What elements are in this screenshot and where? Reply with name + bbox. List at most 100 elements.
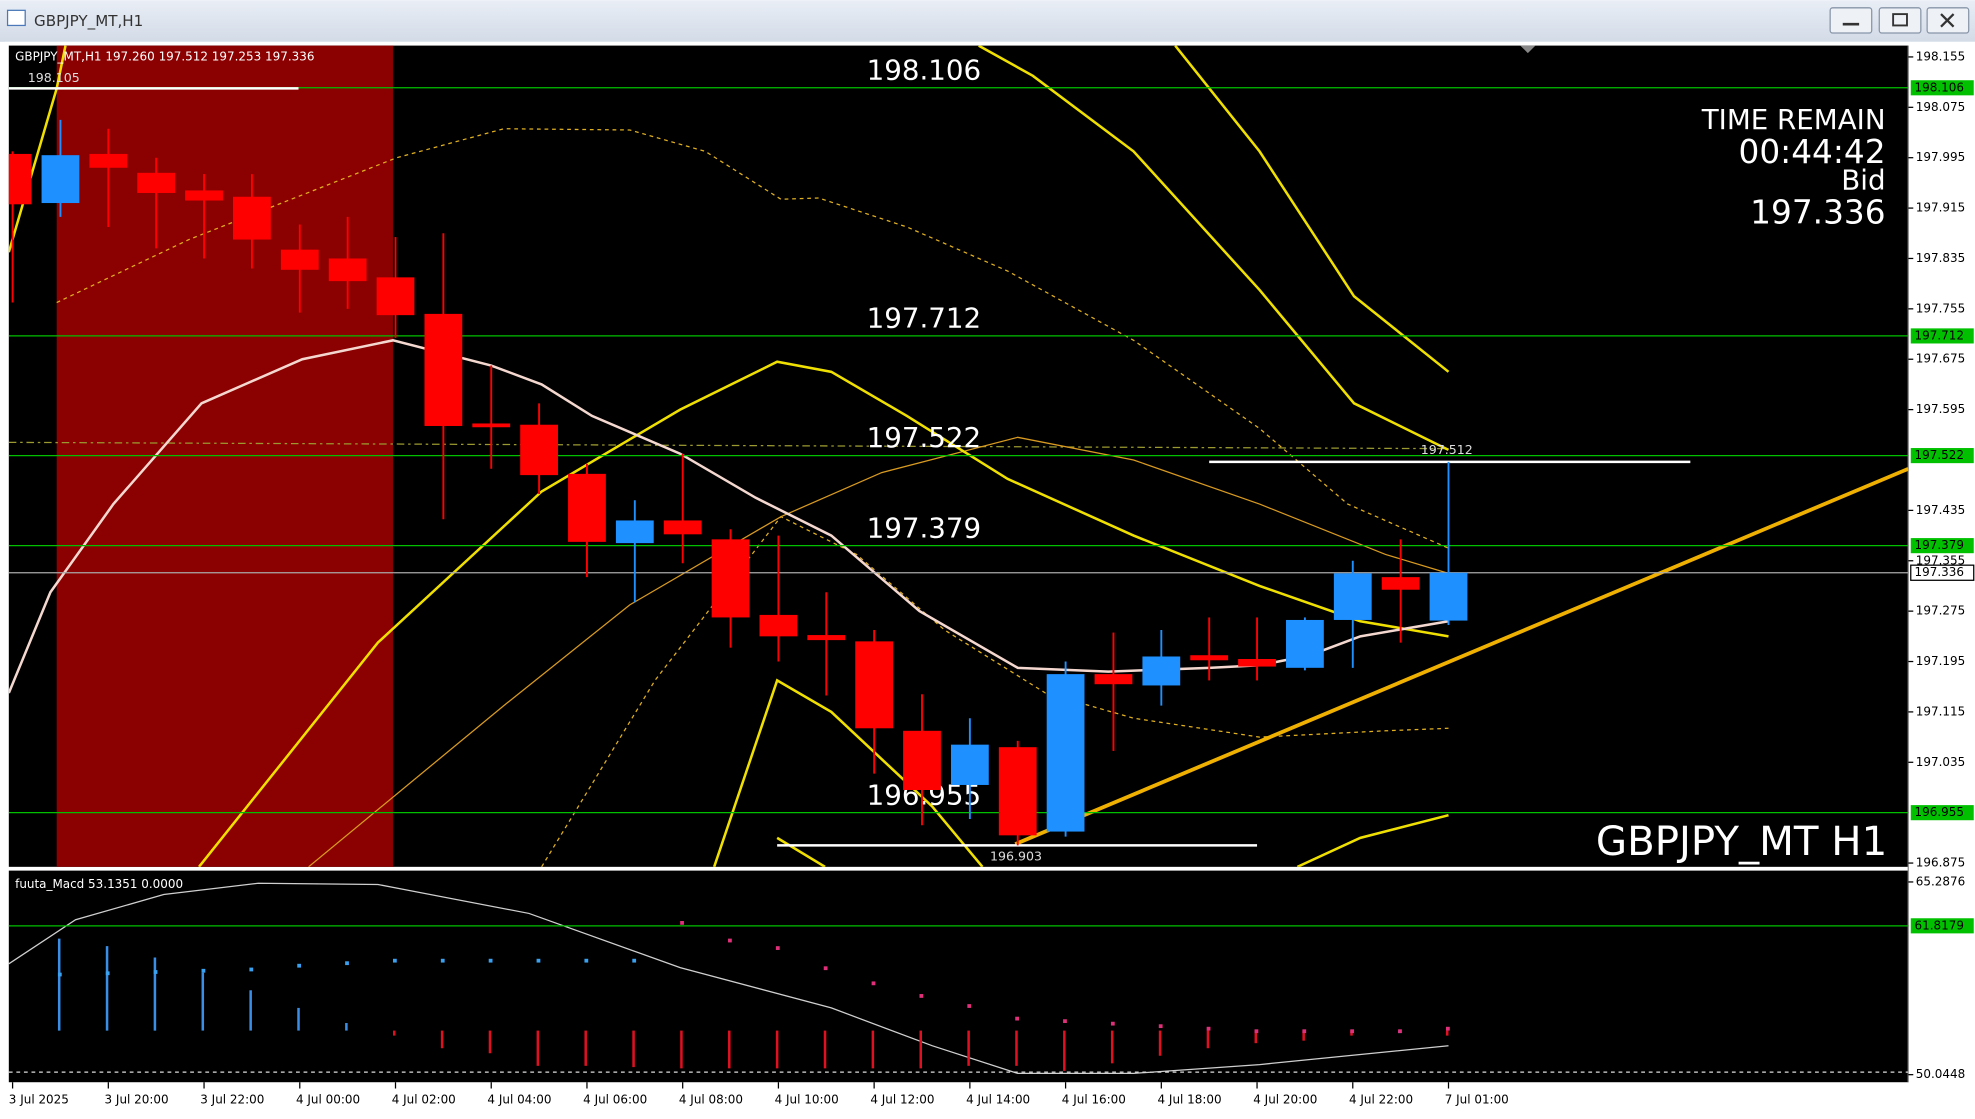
- x-tick-label: 3 Jul 20:00: [105, 1092, 169, 1106]
- y-tick-label: 197.275: [1916, 604, 1965, 618]
- x-tick-label: 4 Jul 04:00: [487, 1092, 551, 1106]
- level-tag-label: 198.106: [1915, 80, 1964, 94]
- candle-body: [328, 258, 367, 282]
- hist-dot: [440, 958, 445, 963]
- minimize-button[interactable]: [1829, 7, 1873, 34]
- yellow-lower-1: [712, 678, 984, 867]
- hist-dot: [1350, 1029, 1355, 1034]
- x-tick-label: 4 Jul 22:00: [1349, 1092, 1413, 1106]
- current-price-label: 197.336: [1915, 565, 1964, 579]
- sub-level-label: 61.8179: [1915, 918, 1964, 932]
- level-label: 198.106: [867, 53, 982, 86]
- x-tick-label: 4 Jul 14:00: [966, 1092, 1030, 1106]
- hist-dot: [823, 966, 828, 971]
- candle-body: [1429, 572, 1468, 621]
- y-tick-label: 197.835: [1916, 251, 1965, 265]
- y-tick-label: 198.155: [1916, 49, 1965, 63]
- level-tag-label: 197.712: [1915, 328, 1964, 342]
- yellow-lower-2: [776, 836, 826, 867]
- level-label: 197.712: [867, 302, 982, 335]
- level-tag: [1910, 80, 1974, 96]
- x-tick-label: 4 Jul 02:00: [392, 1092, 456, 1106]
- level-tag: [1910, 805, 1974, 821]
- hist-dot: [536, 958, 541, 963]
- candle-body: [472, 423, 511, 428]
- candle-body: [759, 614, 798, 637]
- time-axis: 3 Jul 2025 3 Jul 20:00 3 Jul 22:00 4 Jul 00…: [9, 1082, 1509, 1106]
- window-buttons[interactable]: [1829, 7, 1970, 34]
- macd-signal: [8, 882, 1449, 1075]
- x-tick-label: 4 Jul 08:00: [679, 1092, 743, 1106]
- hist-dot: [584, 958, 589, 963]
- x-tick-label: 3 Jul 22:00: [200, 1092, 264, 1106]
- level-tag-label: 196.955: [1915, 805, 1964, 819]
- hist-dot: [297, 963, 302, 968]
- hist-dot: [1445, 1026, 1450, 1031]
- band-dashed-upper: [56, 128, 1449, 549]
- hist-dot: [871, 981, 876, 986]
- hist-dot: [1158, 1024, 1163, 1029]
- candle-body: [1094, 674, 1133, 685]
- candle-body: [568, 473, 606, 542]
- sub-y-tick-label: 50.0448: [1916, 1067, 1965, 1081]
- x-tick-label: 4 Jul 10:00: [775, 1092, 839, 1106]
- candle-body: [615, 520, 654, 544]
- candle-body: [1333, 573, 1372, 620]
- candle-body: [1286, 619, 1324, 668]
- y-tick-label: 197.195: [1916, 654, 1965, 668]
- price-mark-label: 197.512: [1421, 442, 1473, 457]
- x-tick-label: 4 Jul 16:00: [1062, 1092, 1126, 1106]
- sub-y-tick-label: 65.2876: [1916, 874, 1965, 888]
- hist-dot: [153, 970, 158, 974]
- candle-body: [711, 539, 750, 618]
- window-icon: [6, 9, 26, 27]
- yellow-upper-2: [1174, 45, 1450, 373]
- hist-dot: [488, 958, 493, 963]
- level-tag: [1910, 538, 1974, 554]
- candle-body: [903, 730, 941, 791]
- sub-level-tag: [1910, 918, 1974, 934]
- y-tick-label: 197.435: [1916, 503, 1965, 517]
- y-tick-label: 197.995: [1916, 150, 1965, 164]
- price-mark-label: 196.903: [990, 848, 1042, 863]
- candle-body: [1238, 659, 1276, 667]
- candle-body: [520, 424, 558, 476]
- level-label: 197.379: [867, 511, 982, 544]
- candle-body: [376, 277, 415, 316]
- hist-dot: [967, 1004, 972, 1008]
- hist-dot: [680, 920, 684, 925]
- trend-line: [1014, 467, 1909, 846]
- candle-body: [807, 635, 846, 641]
- maximize-button[interactable]: [1878, 7, 1922, 34]
- y-tick-label: 198.075: [1916, 100, 1965, 114]
- yellow-upper-1: [978, 45, 1450, 452]
- candle-body: [1046, 674, 1085, 832]
- candle-body: [950, 744, 989, 785]
- macd-label: fuuta_Macd 53.1351 0.0000: [15, 877, 183, 891]
- yellow-middle: [198, 360, 1449, 867]
- y-tick-label: 197.675: [1916, 352, 1965, 366]
- y-tick-label: 197.755: [1916, 301, 1965, 315]
- bid-label: Bid: [1841, 164, 1885, 197]
- candle-body: [185, 190, 223, 201]
- hist-dot: [1015, 1016, 1019, 1021]
- y-tick-label: 197.035: [1916, 755, 1965, 769]
- chart-info: GBPJPY_MT,H1 197.260 197.512 197.253 197…: [15, 49, 314, 63]
- hist-dot: [632, 958, 637, 963]
- hist-dot: [1110, 1021, 1115, 1026]
- hist-dot: [919, 994, 924, 998]
- candle-body: [855, 641, 894, 729]
- x-tick-label: 4 Jul 18:00: [1158, 1092, 1222, 1106]
- hist-dot: [1254, 1029, 1259, 1034]
- bid-value: 197.336: [1750, 193, 1885, 231]
- hist-dot: [57, 972, 62, 977]
- x-tick-label: 7 Jul 01:00: [1445, 1092, 1509, 1106]
- x-tick-label: 4 Jul 00:00: [296, 1092, 360, 1106]
- hist-dot: [1398, 1029, 1402, 1034]
- candle-body: [663, 520, 702, 535]
- y-tick-label: 197.915: [1916, 201, 1965, 215]
- level-tag: [1910, 448, 1974, 464]
- level-tag: [1910, 328, 1974, 344]
- shift-marker: [1520, 45, 1536, 54]
